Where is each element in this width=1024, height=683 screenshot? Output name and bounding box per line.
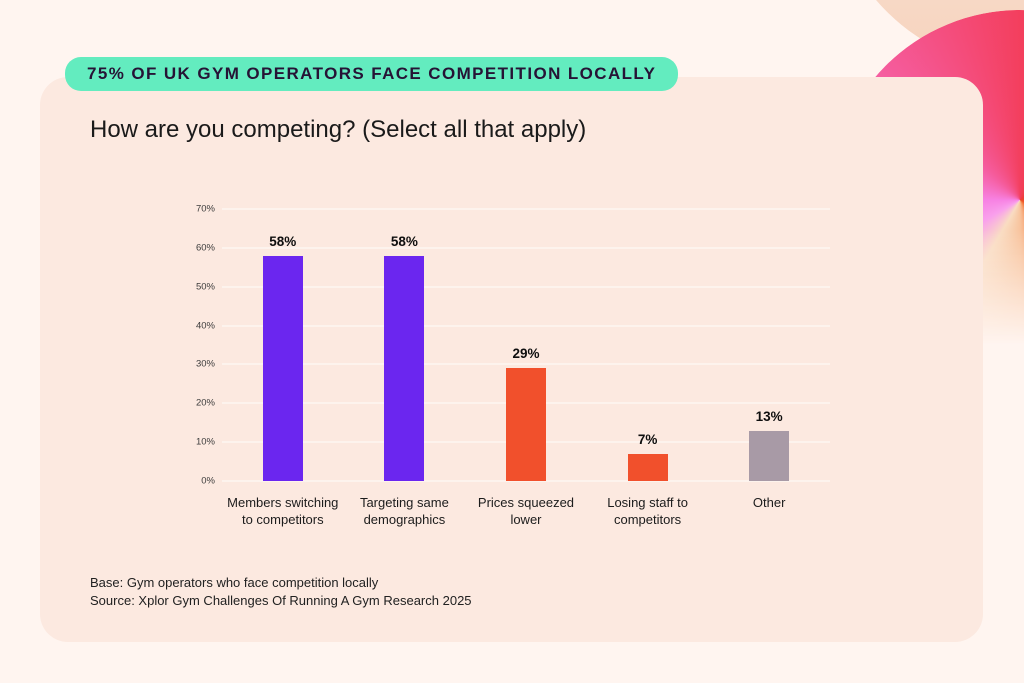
y-axis-tick-label: 70% (195, 203, 215, 215)
bars-row: 58% 58% 29% 7% 13% (222, 209, 830, 481)
bar-value-label: 7% (637, 431, 658, 447)
x-axis-category-label: Prices squeezed lower (477, 495, 575, 527)
y-axis-tick-label: 40% (195, 320, 215, 332)
gridline (222, 480, 830, 482)
x-axis-category-label: Members switching to competitors (227, 495, 339, 527)
infographic-card (40, 77, 983, 642)
bar-slot: 7% (587, 209, 709, 481)
gridline (222, 324, 830, 327)
x-axis-labels-row: Members switching to competitors Targetin… (222, 495, 830, 529)
bar (384, 255, 425, 481)
gridline (222, 363, 830, 366)
bar-slot: 13% (708, 209, 830, 481)
bar (749, 430, 790, 481)
footnote-source: Source: Xplor Gym Challenges Of Running … (90, 592, 472, 608)
bar-value-label: 13% (755, 408, 783, 424)
y-axis-tick-label: 10% (195, 436, 215, 448)
headline-badge: 75% OF UK GYM OPERATORS FACE COMPETITION… (65, 57, 679, 91)
chart-title: How are you competing? (Select all that … (90, 116, 587, 143)
y-axis-tick-label: 60% (195, 242, 215, 254)
y-axis-tick-label: 0% (201, 475, 215, 487)
x-axis-category-label: Other (752, 495, 786, 510)
y-axis-tick-label: 50% (195, 281, 215, 293)
bar (505, 368, 546, 481)
bar-value-label: 58% (390, 233, 418, 249)
chart-plot-area: 58% 58% 29% 7% 13% 70% 60% 50% 40% 30% 20% 10% 0% (196, 204, 830, 487)
bar-value-label: 58% (269, 233, 297, 249)
bar-slot: 58% (344, 209, 466, 481)
gridline (222, 246, 830, 249)
bar (262, 255, 303, 481)
gridline (222, 208, 830, 210)
bar-value-label: 29% (512, 346, 540, 362)
gridline (222, 285, 830, 288)
bar (627, 453, 668, 481)
bar-slot: 58% (222, 209, 344, 481)
x-axis-category-label: Losing staff to competitors (607, 495, 688, 527)
footnote-base: Base: Gym operators who face competition… (90, 575, 379, 590)
x-axis-category-label: Targeting same demographics (359, 495, 449, 527)
y-axis-tick-label: 30% (195, 358, 215, 370)
bar-chart: 58% 58% 29% 7% 13% 70% 60% 50% 40% 30% 20% 10% 0% M… (190, 204, 830, 529)
bar-slot: 29% (465, 209, 587, 481)
y-axis-tick-label: 20% (195, 397, 215, 409)
chart-footnote: Base: Gym operators who face competition… (90, 574, 472, 610)
headline-badge-label: 75% OF UK GYM OPERATORS FACE COMPETITION… (87, 64, 657, 83)
